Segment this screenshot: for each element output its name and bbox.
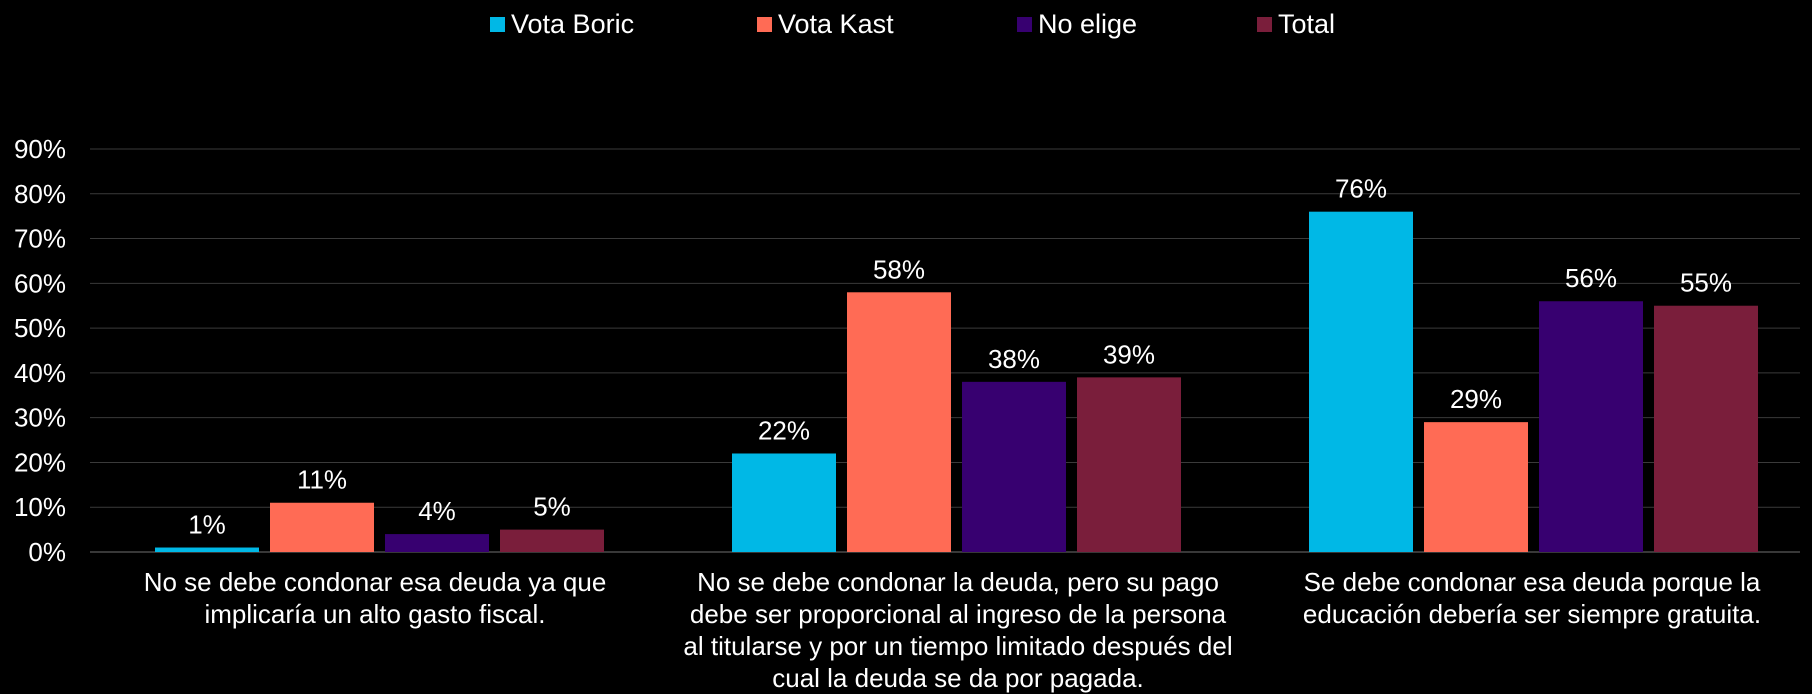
legend-swatch-total — [1257, 16, 1272, 32]
y-tick-label: 0% — [28, 537, 66, 567]
y-tick-label: 90% — [14, 134, 66, 164]
legend-swatch-vota-kast — [757, 16, 772, 32]
y-tick-label: 30% — [14, 403, 66, 433]
y-tick-label: 50% — [14, 313, 66, 343]
bar — [1654, 305, 1758, 552]
bar — [270, 502, 374, 552]
data-label: 11% — [297, 465, 347, 495]
category-label-3: Se debe condonar esa deuda porque la edu… — [1302, 567, 1762, 629]
bar — [500, 529, 604, 552]
legend-label-no-elige: No elige — [1038, 8, 1138, 39]
data-label: 58% — [873, 254, 925, 284]
bar — [155, 547, 259, 552]
legend-label-vota-boric: Vota Boric — [511, 8, 635, 39]
legend-item-no-elige: No elige — [1017, 4, 1137, 44]
legend-swatch-vota-boric — [490, 16, 505, 32]
bar — [1424, 422, 1528, 552]
legend-item-vota-boric: Vota Boric — [490, 4, 634, 44]
bar — [847, 292, 951, 552]
bar — [1539, 301, 1643, 552]
data-label: 55% — [1680, 268, 1732, 298]
legend-item-vota-kast: Vota Kast — [757, 4, 894, 44]
legend-label-total: Total — [1278, 8, 1336, 39]
data-label: 22% — [758, 415, 810, 445]
category-label-1: No se debe condonar esa deuda ya que imp… — [143, 567, 607, 629]
y-tick-label: 40% — [14, 358, 66, 388]
y-tick-label: 80% — [14, 179, 66, 209]
legend-item-total: Total — [1257, 4, 1335, 44]
bar — [385, 534, 489, 552]
data-label: 56% — [1565, 263, 1617, 293]
bar — [1309, 211, 1413, 552]
data-label: 39% — [1103, 339, 1155, 369]
legend: Vota Boric Vota Kast No elige Total — [0, 4, 1812, 44]
data-label: 76% — [1335, 174, 1387, 204]
y-tick-label: 10% — [14, 492, 66, 522]
data-labels: 1% 11% 4% 5% 22% 58% 38% 39% 76% 29% 56% 55% — [188, 174, 1732, 540]
data-label: 5% — [533, 492, 571, 522]
y-axis-ticks: 0% 10% 20% 30% 40% 50% 60% 70% 80% 90% — [14, 134, 66, 567]
data-label: 29% — [1450, 384, 1502, 414]
y-tick-label: 60% — [14, 268, 66, 298]
category-label-2: No se debe condonar la deuda, pero su pa… — [683, 567, 1233, 693]
bar — [962, 381, 1066, 552]
y-tick-label: 20% — [14, 447, 66, 477]
data-label: 4% — [418, 496, 456, 526]
data-label: 1% — [188, 510, 226, 540]
bars — [155, 211, 1758, 552]
legend-swatch-no-elige — [1017, 16, 1032, 32]
y-tick-label: 70% — [14, 224, 66, 254]
data-label: 38% — [988, 344, 1040, 374]
legend-label-vota-kast: Vota Kast — [778, 8, 894, 39]
bar — [1077, 377, 1181, 552]
bar — [732, 453, 836, 552]
